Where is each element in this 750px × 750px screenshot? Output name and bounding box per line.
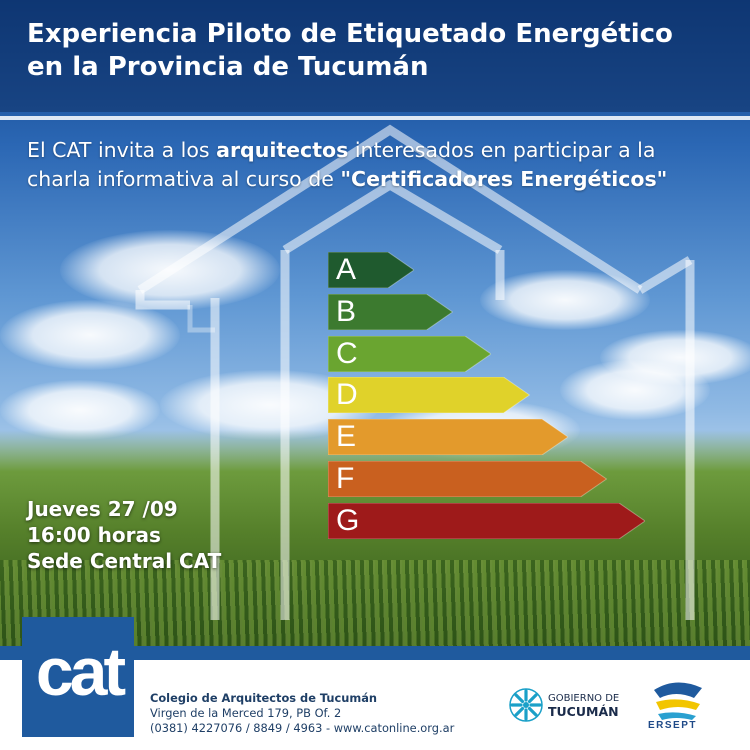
energy-bar-letter: E [336, 420, 357, 454]
event-time: 16:00 horas [27, 523, 161, 547]
org-address: Virgen de la Merced 179, PB Of. 2 [150, 706, 342, 720]
energy-bar-f: F [328, 461, 607, 497]
energy-bar-shape [328, 293, 453, 330]
event-date: Jueves 27 /09 [27, 497, 178, 521]
energy-bar-shape [328, 252, 414, 288]
page-title: Experiencia Piloto de Etiquetado Energét… [27, 18, 727, 84]
energy-bar-letter: B [336, 294, 357, 328]
invite-text-part: interesados en participar a la [348, 138, 656, 162]
energy-bar-c: C [328, 335, 491, 372]
ersept-logo-icon [654, 682, 702, 720]
energy-bar-a: A [328, 252, 414, 288]
divider-line [0, 116, 750, 120]
footer-strip [0, 646, 750, 660]
energy-bar-letter: A [336, 253, 357, 286]
gobierno-tucuman-logo-icon [509, 688, 543, 722]
invite-highlight-course: "Certificadores Energéticos" [340, 167, 668, 191]
cat-logo [22, 617, 134, 737]
event-details: Jueves 27 /09 16:00 horas Sede Central C… [27, 496, 221, 574]
energy-bar-d: D [328, 377, 530, 414]
energy-bar-e: E [328, 419, 568, 456]
energy-bar-shape [328, 419, 568, 456]
invite-text-part: charla informativa al curso de [27, 167, 341, 191]
energy-bar-shape [328, 502, 645, 539]
header-band [0, 0, 750, 112]
energy-bar-letter: F [336, 462, 355, 495]
event-place: Sede Central CAT [27, 549, 222, 573]
energy-bar-letter: G [336, 503, 360, 537]
ersept-text: ERSEPT [648, 720, 698, 731]
energy-bar-shape [328, 377, 530, 414]
org-contact: (0381) 4227076 / 8849 / 4963 - www.caton… [150, 721, 455, 735]
energy-bar-shape [328, 335, 491, 372]
house-outline-icon [135, 124, 695, 620]
org-name: Colegio de Arquitectos de Tucumán [150, 691, 378, 705]
energy-bar-g: G [328, 502, 645, 539]
invite-text-part: El CAT invita a los [27, 138, 217, 162]
invitation-line-1: El CAT invita a los arquitectos interesa… [27, 136, 737, 165]
energy-bar-b: B [328, 293, 453, 330]
energy-bar-letter: D [336, 378, 358, 412]
gov-line-1: GOBIERNO DE [548, 693, 620, 704]
energy-bar-shape [328, 461, 607, 497]
invitation-line-2: charla informativa al curso de "Certific… [27, 165, 737, 194]
cat-logo-text: cat [35, 634, 126, 710]
energy-bar-letter: C [336, 336, 358, 370]
gov-line-2: TUCUMÁN [548, 704, 619, 719]
gobierno-tucuman-text: GOBIERNO DE TUCUMÁN [548, 692, 619, 718]
cloud [560, 360, 710, 420]
title-line-1: Experiencia Piloto de Etiquetado Energét… [27, 19, 673, 49]
invitation-text: El CAT invita a los arquitectos interesa… [27, 136, 737, 194]
organization-info: Colegio de Arquitectos de Tucumán Virgen… [150, 691, 454, 736]
cloud [0, 300, 180, 370]
invite-highlight-architects: arquitectos [216, 138, 349, 162]
title-line-2: en la Provincia de Tucumán [27, 52, 429, 82]
